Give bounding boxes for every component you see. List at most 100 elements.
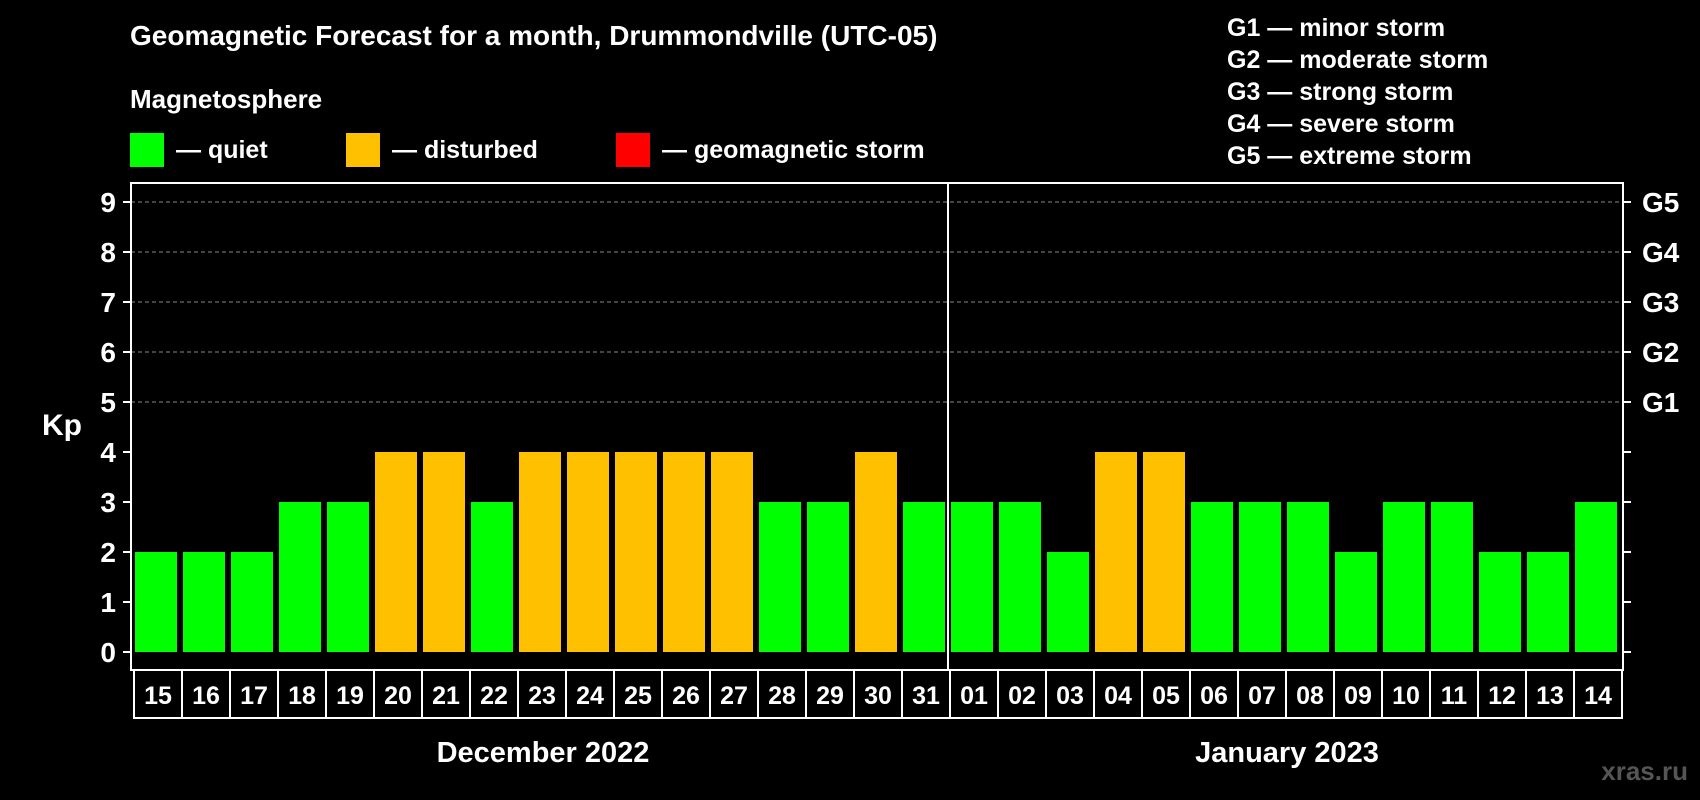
x-tick-label: 01 <box>960 682 988 710</box>
y-tick-label: 6 <box>100 337 116 368</box>
y-tick-label: 8 <box>100 237 116 268</box>
legend-label-disturbed: — disturbed <box>392 135 538 164</box>
x-tick-label: 27 <box>720 682 748 710</box>
storm-level-g5: G5 — extreme storm <box>1227 142 1472 170</box>
x-tick-label: 21 <box>432 682 460 710</box>
x-tick-label: 18 <box>288 682 316 710</box>
y-tick-label: 4 <box>100 437 116 468</box>
x-tick-label: 06 <box>1200 682 1228 710</box>
x-tick-label: 07 <box>1248 682 1276 710</box>
x-tick-label: 25 <box>624 682 652 710</box>
x-tick-label: 08 <box>1296 682 1324 710</box>
bar <box>1191 502 1233 652</box>
y-tick-label: 3 <box>100 487 116 518</box>
x-tick-label: 31 <box>912 682 940 710</box>
bar <box>903 502 945 652</box>
bar <box>1479 552 1521 652</box>
bar <box>1527 552 1569 652</box>
y-tick-label: 0 <box>100 637 116 668</box>
y-tick-label: 5 <box>100 387 116 418</box>
bar <box>183 552 225 652</box>
date-box <box>1573 669 1623 719</box>
x-tick-label: 11 <box>1441 682 1468 710</box>
legend-swatch-storm <box>616 133 650 167</box>
bar <box>711 452 753 652</box>
bar <box>855 452 897 652</box>
legend-item-disturbed: — disturbed <box>346 133 538 167</box>
storm-level-tick-label: G5 <box>1642 187 1679 218</box>
bar <box>1143 452 1185 652</box>
month-label: December 2022 <box>437 737 650 769</box>
legend-swatch-quiet <box>130 133 164 167</box>
x-tick-label: 15 <box>144 682 172 710</box>
x-tick-label: 28 <box>768 682 796 710</box>
legend-item-storm: — geomagnetic storm <box>616 133 925 167</box>
bar <box>1335 552 1377 652</box>
bar <box>951 502 993 652</box>
bar <box>663 452 705 652</box>
bar <box>1431 502 1473 652</box>
bar <box>1239 502 1281 652</box>
y-tick-label: 2 <box>100 537 116 568</box>
x-tick-label: 24 <box>576 682 604 710</box>
storm-level-g1: G1 — minor storm <box>1227 14 1446 42</box>
bar <box>375 452 417 652</box>
bar <box>1047 552 1089 652</box>
x-tick-label: 14 <box>1584 682 1612 710</box>
x-tick-label: 03 <box>1056 682 1084 710</box>
bar <box>279 502 321 652</box>
bar <box>567 452 609 652</box>
storm-level-g4: G4 — severe storm <box>1227 110 1455 138</box>
x-tick-label: 16 <box>192 682 220 710</box>
x-tick-label: 05 <box>1152 682 1180 710</box>
bar <box>759 502 801 652</box>
bar <box>231 552 273 652</box>
y-tick-label: 9 <box>100 187 116 218</box>
bar <box>1287 502 1329 652</box>
month-label: January 2023 <box>1195 737 1379 769</box>
bar <box>1095 452 1137 652</box>
x-tick-label: 29 <box>816 682 844 710</box>
legend-item-quiet: — quiet <box>130 133 268 167</box>
x-tick-label: 20 <box>384 682 412 710</box>
storm-level-list: G1 — minor storm G2 — moderate storm G3 … <box>1227 12 1488 172</box>
legend-heading: Magnetosphere <box>130 84 323 114</box>
x-tick-label: 17 <box>240 682 268 710</box>
x-tick-label: 09 <box>1344 682 1372 710</box>
bar <box>423 452 465 652</box>
y-tick-label: 7 <box>100 287 116 318</box>
x-tick-label: 22 <box>480 682 508 710</box>
storm-level-g3: G3 — strong storm <box>1227 78 1454 106</box>
chart-title: Geomagnetic Forecast for a month, Drummo… <box>130 20 938 51</box>
x-tick-label: 04 <box>1104 682 1132 710</box>
x-tick-label: 23 <box>528 682 556 710</box>
x-tick-label: 26 <box>672 682 700 710</box>
legend-label-quiet: — quiet <box>176 135 268 164</box>
bar <box>519 452 561 652</box>
bar <box>327 502 369 652</box>
x-tick-label: 19 <box>336 682 364 710</box>
storm-level-g2: G2 — moderate storm <box>1227 46 1489 74</box>
bar <box>999 502 1041 652</box>
bar <box>471 502 513 652</box>
watermark: xras.ru <box>1601 756 1688 786</box>
storm-level-tick-label: G3 <box>1642 287 1679 318</box>
x-tick-label: 13 <box>1536 682 1564 710</box>
legend-swatch-disturbed <box>346 133 380 167</box>
y-tick-label: 1 <box>100 587 116 618</box>
storm-level-tick-label: G4 <box>1642 237 1680 268</box>
storm-level-tick-label: G2 <box>1642 337 1679 368</box>
bar <box>1575 502 1617 652</box>
storm-level-tick-label: G1 <box>1642 387 1679 418</box>
x-tick-label: 12 <box>1488 682 1516 710</box>
x-tick-label: 30 <box>864 682 892 710</box>
bar <box>807 502 849 652</box>
bar <box>615 452 657 652</box>
x-tick-label: 10 <box>1392 682 1420 710</box>
bar <box>135 552 177 652</box>
bar <box>1383 502 1425 652</box>
x-tick-label: 02 <box>1008 682 1036 710</box>
legend-label-storm: — geomagnetic storm <box>662 135 925 164</box>
y-axis-label: Kp <box>42 409 82 442</box>
